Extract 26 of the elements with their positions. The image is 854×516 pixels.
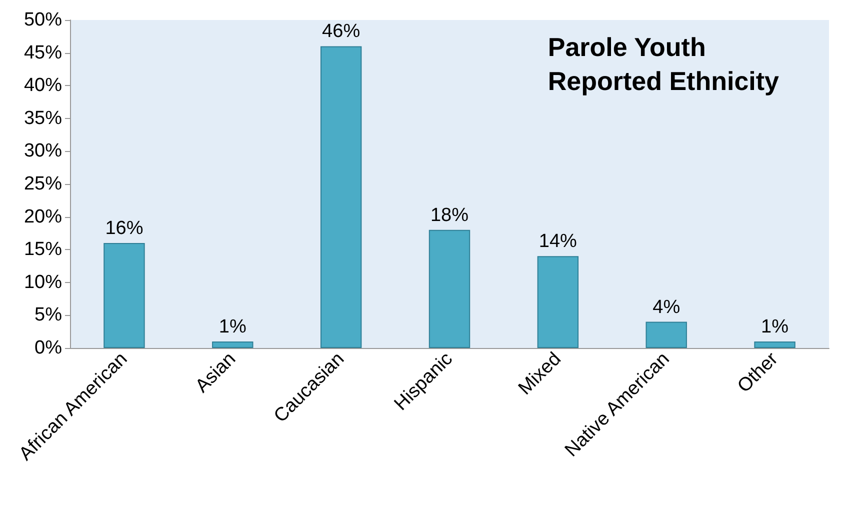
bar bbox=[104, 243, 145, 348]
y-tick-label: 0% bbox=[34, 338, 62, 358]
bar bbox=[428, 230, 470, 348]
y-tick-label: 20% bbox=[24, 206, 62, 228]
data-label: 18% bbox=[430, 204, 469, 226]
y-tick-label: 25% bbox=[24, 174, 62, 194]
data-label: 14% bbox=[538, 231, 578, 252]
y-tick-label: 35% bbox=[24, 108, 62, 129]
y-tick-label: 5% bbox=[34, 304, 62, 326]
bar bbox=[212, 341, 254, 348]
y-tick-label: 45% bbox=[24, 42, 62, 64]
y-tick-label: 40% bbox=[24, 75, 62, 96]
text: Parole Youth Reported Ethnicity bbox=[548, 32, 780, 96]
data-label: 4% bbox=[652, 296, 680, 318]
y-tick-label: 50% bbox=[24, 10, 62, 30]
bar bbox=[754, 341, 796, 348]
y-tick-label: 30% bbox=[24, 140, 62, 162]
y-tick-label: 10% bbox=[24, 272, 62, 293]
bar bbox=[537, 256, 579, 348]
y-tick-label: 15% bbox=[24, 239, 62, 260]
bar bbox=[646, 322, 687, 348]
data-label: 1% bbox=[761, 316, 789, 338]
data-label: 1% bbox=[218, 316, 246, 338]
bar bbox=[320, 46, 362, 348]
data-label: 46% bbox=[322, 21, 360, 42]
data-label: 16% bbox=[105, 218, 144, 240]
